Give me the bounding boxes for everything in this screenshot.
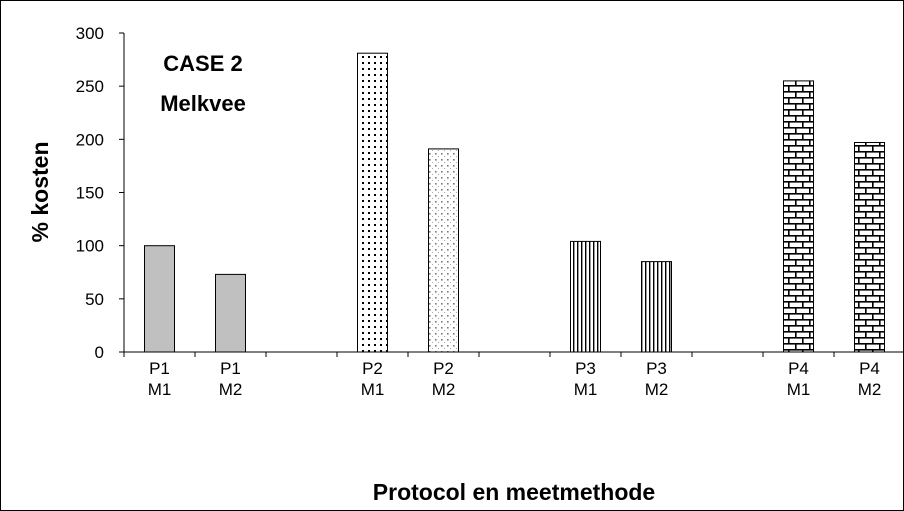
subject-label: Melkvee — [160, 91, 246, 116]
bars — [144, 52, 885, 353]
x-axis-title: Protocol en meetmethode — [373, 479, 655, 505]
x-tick-label: M1 — [148, 380, 172, 399]
bar-p4-m1 — [783, 80, 814, 353]
x-tick-label: P3 — [575, 359, 596, 378]
x-tick-label: P2 — [362, 359, 383, 378]
bar-p1-m2 — [215, 273, 246, 353]
bar-p4-m2 — [854, 142, 885, 353]
x-tick-label: M1 — [361, 380, 385, 399]
x-tick-label: P3 — [646, 359, 667, 378]
bar-p2-m1 — [357, 52, 388, 353]
x-tick-label: M1 — [574, 380, 598, 399]
bar-p1-m1 — [144, 245, 175, 353]
x-axis: P1 M1 P1 M2 P2 M1 P2 M2 P3 M1 P3 M2 P4 M1 P4 M2 — [123, 351, 903, 399]
y-axis: 0 50 100 150 200 250 300 — [76, 24, 125, 362]
y-tick-label: 300 — [76, 24, 104, 43]
y-tick-label: 100 — [76, 237, 104, 256]
x-tick-label: P4 — [788, 359, 809, 378]
y-tick-label: 200 — [76, 130, 104, 149]
x-tick-label: P1 — [220, 359, 241, 378]
x-tick-label: P2 — [433, 359, 454, 378]
x-tick-label: P1 — [149, 359, 170, 378]
x-tick-label: M1 — [787, 380, 811, 399]
y-tick-label: 0 — [95, 343, 104, 362]
x-tick-label: M2 — [858, 380, 882, 399]
x-tick-label: M2 — [432, 380, 456, 399]
y-tick-label: 50 — [85, 290, 104, 309]
x-tick-label: M2 — [645, 380, 669, 399]
bar-p3-m2 — [641, 261, 672, 353]
x-tick-label: M2 — [219, 380, 243, 399]
case-label: CASE 2 — [163, 51, 242, 76]
bar-p3-m1 — [570, 240, 601, 353]
y-tick-label: 250 — [76, 77, 104, 96]
bar-p2-m2 — [428, 148, 459, 353]
x-tick-label: P4 — [859, 359, 880, 378]
y-axis-title: % kosten — [27, 142, 53, 243]
y-tick-label: 150 — [76, 184, 104, 203]
